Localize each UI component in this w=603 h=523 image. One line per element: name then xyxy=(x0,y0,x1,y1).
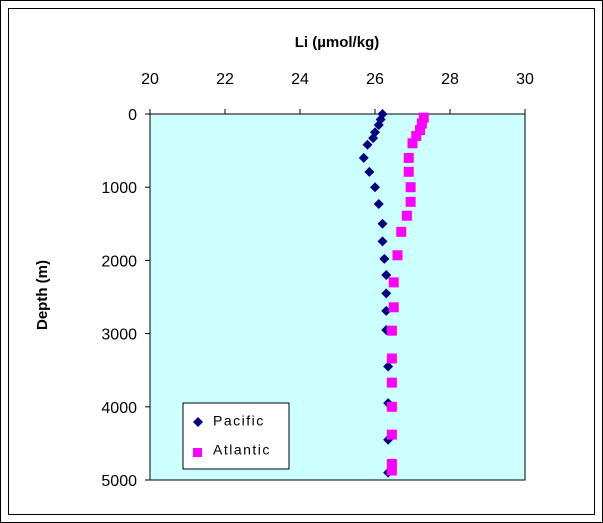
pacific-point xyxy=(383,361,394,372)
pacific-point xyxy=(368,133,379,144)
y-tick-label: 4000 xyxy=(101,400,137,417)
atlantic-point xyxy=(386,377,397,388)
pacific-point xyxy=(364,166,375,177)
pacific-point xyxy=(358,152,369,163)
legend-label-pacific: Pacific xyxy=(213,413,265,429)
atlantic-point xyxy=(386,465,397,476)
legend: Pacific Atlantic xyxy=(182,402,290,470)
y-axis-ticks: 0 1000 2000 3000 4000 5000 xyxy=(101,107,150,490)
legend-marker-pacific xyxy=(193,417,203,427)
pacific-point xyxy=(373,119,384,130)
pacific-point xyxy=(377,218,388,229)
atlantic-point xyxy=(386,458,397,469)
pacific-point xyxy=(377,236,388,247)
atlantic-point xyxy=(401,210,412,221)
x-tick-label: 30 xyxy=(516,71,534,88)
atlantic-point xyxy=(403,152,414,163)
atlantic-point xyxy=(388,302,399,313)
legend-marker-atlantic xyxy=(193,448,202,457)
atlantic-point xyxy=(386,429,397,440)
pacific-point xyxy=(362,139,373,150)
y-axis-label: Depth (m) xyxy=(34,260,51,330)
atlantic-point xyxy=(386,401,397,412)
atlantic-point xyxy=(418,112,429,123)
legend-label-atlantic: Atlantic xyxy=(213,442,271,458)
atlantic-point xyxy=(415,125,425,136)
x-tick-label: 28 xyxy=(441,71,459,88)
atlantic-point xyxy=(388,277,399,288)
pacific-point xyxy=(373,199,384,210)
atlantic-point xyxy=(396,226,407,237)
atlantic-point xyxy=(405,196,416,207)
atlantic-point xyxy=(386,353,397,364)
atlantic-point xyxy=(405,182,416,193)
x-tick-label: 26 xyxy=(366,71,384,88)
y-tick-label: 5000 xyxy=(101,473,137,490)
x-tick-label: 24 xyxy=(291,71,309,88)
y-tick-label: 3000 xyxy=(101,327,137,344)
atlantic-point xyxy=(392,250,403,261)
atlantic-point xyxy=(416,118,427,129)
atlantic-point xyxy=(411,130,422,141)
pacific-point xyxy=(370,182,380,193)
x-tick-label: 22 xyxy=(216,71,234,88)
legend-box xyxy=(182,402,290,470)
atlantic-point xyxy=(403,166,414,177)
x-axis-label: Li (µmol/kg) xyxy=(295,34,379,51)
pacific-point xyxy=(381,288,392,299)
data-points xyxy=(358,109,429,478)
y-tick-label: 2000 xyxy=(101,253,137,270)
y-tick-label: 1000 xyxy=(101,180,137,197)
x-tick-label: 20 xyxy=(141,71,159,88)
atlantic-point xyxy=(386,325,397,336)
pacific-point xyxy=(379,253,390,264)
x-axis-ticks: 20 22 24 26 28 30 xyxy=(141,71,534,114)
atlantic-point xyxy=(407,138,418,149)
y-tick-label: 0 xyxy=(128,107,137,124)
